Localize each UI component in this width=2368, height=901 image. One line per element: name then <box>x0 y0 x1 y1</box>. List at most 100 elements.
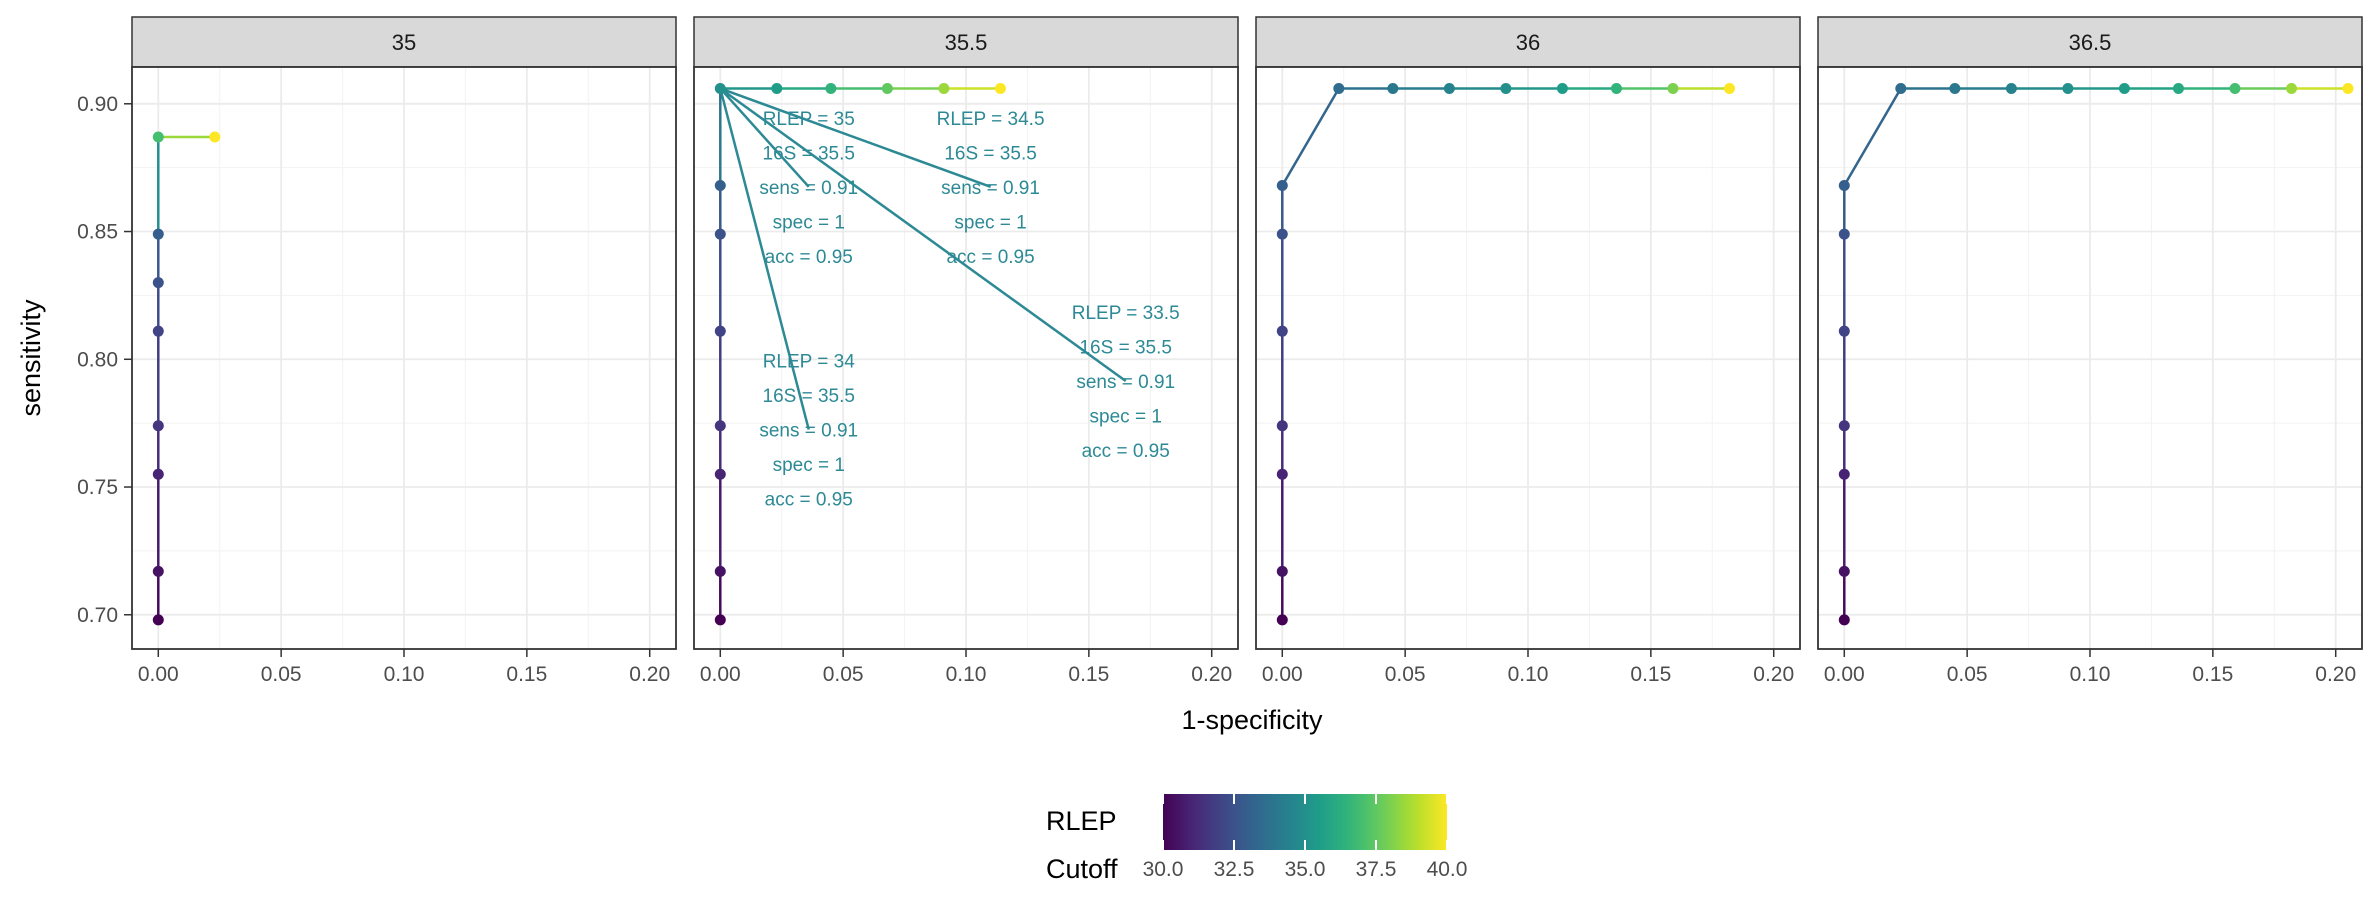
roc-point <box>152 614 164 626</box>
roc-point <box>714 82 726 94</box>
facet-strip <box>1255 16 1801 68</box>
annotation-text: spec = 1 <box>773 212 845 233</box>
roc-point <box>1610 82 1622 94</box>
roc-point <box>2005 82 2017 94</box>
roc-point <box>714 614 726 626</box>
annotation-text: RLEP = 34 <box>763 352 856 373</box>
facet-panel-36-5: 36.5 0.00 0.05 0.10 0.15 0.20 <box>1817 16 2363 686</box>
annotation-text: sens = 0.91 <box>941 178 1040 199</box>
annotation-leader-line <box>719 88 810 430</box>
x-tick-label: 0.10 <box>1508 663 1549 686</box>
annotation-text: spec = 1 <box>954 212 1026 233</box>
roc-point <box>825 82 837 94</box>
colorbar-tick-label: 30.0 <box>1143 858 1184 881</box>
roc-point <box>1333 82 1345 94</box>
y-tick-label: 0.75 <box>77 476 118 499</box>
roc-point <box>1276 565 1288 577</box>
x-tick-label: 0.10 <box>946 663 987 686</box>
roc-point <box>152 420 164 432</box>
x-tick-label: 0.05 <box>823 663 864 686</box>
roc-point <box>1443 82 1455 94</box>
annotation-text: spec = 1 <box>773 455 845 476</box>
y-tick-label: 0.70 <box>77 604 118 627</box>
facet-strip-label: 35 <box>392 30 416 55</box>
roc-point <box>1838 565 1850 577</box>
x-tick-label: 0.05 <box>261 663 302 686</box>
x-tick-label: 0.20 <box>629 663 670 686</box>
legend-title-line-2: Cutoff <box>1046 854 1118 884</box>
facet-strip-label: 35.5 <box>945 30 988 55</box>
x-tick-label: 0.20 <box>2315 663 2356 686</box>
legend-title-line-1: RLEP <box>1046 806 1117 836</box>
roc-point <box>1276 420 1288 432</box>
annotation-text: sens = 0.91 <box>759 178 858 199</box>
y-tick-label: 0.90 <box>77 93 118 116</box>
roc-point <box>1723 82 1735 94</box>
roc-point <box>1667 82 1679 94</box>
facet-strip-label: 36 <box>1516 30 1540 55</box>
x-tick-label: 0.20 <box>1191 663 1232 686</box>
x-tick-label: 0.05 <box>1385 663 1426 686</box>
colorbar-tick-label: 32.5 <box>1214 858 1255 881</box>
annotation-leader-line <box>719 87 1127 383</box>
roc-point <box>714 180 726 192</box>
roc-point <box>2118 82 2130 94</box>
colorbar-legend: RLEP Cutoff 30.0 32.5 35.0 37.5 40.0 <box>1046 794 1467 884</box>
colorbar-tick-label: 40.0 <box>1427 858 1468 881</box>
x-tick-label: 0.00 <box>138 663 179 686</box>
roc-point <box>152 228 164 240</box>
roc-point <box>1838 420 1850 432</box>
roc-point <box>209 131 221 143</box>
annotation-text: sens = 0.91 <box>1076 372 1175 393</box>
roc-point <box>1276 325 1288 337</box>
x-tick-label: 0.10 <box>384 663 425 686</box>
roc-point <box>2172 82 2184 94</box>
facet-strip-label: 36.5 <box>2069 30 2112 55</box>
roc-point <box>881 82 893 94</box>
annotation-leader-line <box>719 87 991 188</box>
x-tick-label: 0.00 <box>1262 663 1303 686</box>
x-axis-title: 1-specificity <box>1181 705 1323 735</box>
roc-point <box>152 277 164 289</box>
facet-panel-35: 35 0.00 0.05 0.10 0.15 0.20 <box>131 16 677 686</box>
facet-strip <box>1817 16 2363 68</box>
x-tick-label: 0.00 <box>700 663 741 686</box>
annotation-text: acc = 0.95 <box>1082 441 1170 462</box>
roc-point <box>1895 82 1907 94</box>
roc-point <box>714 565 726 577</box>
roc-point <box>1949 82 1961 94</box>
roc-point <box>1276 614 1288 626</box>
roc-point <box>2285 82 2297 94</box>
x-tick-label: 0.15 <box>1068 663 1109 686</box>
roc-point <box>771 82 783 94</box>
annotation-text: 16S = 35.5 <box>1079 337 1171 358</box>
y-tick-label: 0.85 <box>77 221 118 244</box>
roc-point <box>152 131 164 143</box>
annotation-text: RLEP = 33.5 <box>1072 303 1180 324</box>
x-tick-label: 0.20 <box>1753 663 1794 686</box>
y-axis-title: sensitivity <box>16 299 46 417</box>
x-tick-label: 0.15 <box>506 663 547 686</box>
annotation-leader-line <box>719 87 810 188</box>
facet-strip <box>693 16 1239 68</box>
annotation-text: sens = 0.91 <box>759 421 858 442</box>
roc-point <box>1838 228 1850 240</box>
facet-strip <box>131 16 677 68</box>
x-tick-label: 0.10 <box>2070 663 2111 686</box>
roc-point <box>938 82 950 94</box>
x-tick-label: 0.00 <box>1824 663 1865 686</box>
roc-point <box>1276 228 1288 240</box>
roc-point <box>714 325 726 337</box>
roc-line-segment <box>1281 87 1340 187</box>
colorbar-tick-label: 37.5 <box>1356 858 1397 881</box>
roc-point <box>1500 82 1512 94</box>
roc-point <box>2062 82 2074 94</box>
annotation-text: spec = 1 <box>1090 406 1162 427</box>
roc-point <box>2229 82 2241 94</box>
roc-point <box>714 468 726 480</box>
annotation-text: acc = 0.95 <box>765 247 853 268</box>
roc-point <box>1276 468 1288 480</box>
roc-point <box>994 82 1006 94</box>
